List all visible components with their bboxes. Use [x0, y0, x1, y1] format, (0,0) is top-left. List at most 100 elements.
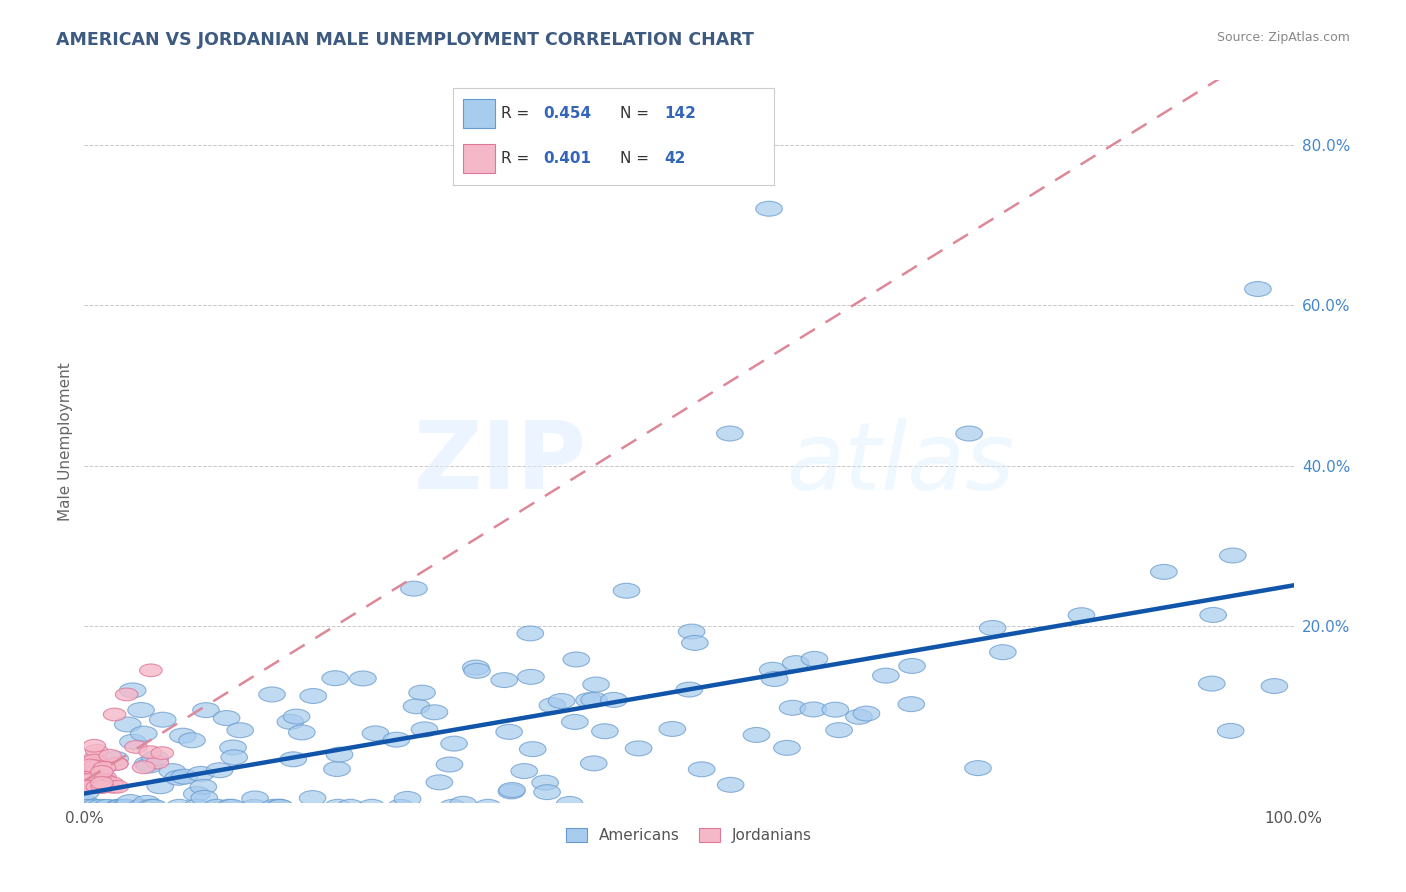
Ellipse shape	[165, 771, 191, 785]
Ellipse shape	[659, 722, 686, 737]
Ellipse shape	[1244, 282, 1271, 296]
Ellipse shape	[120, 734, 146, 749]
Ellipse shape	[240, 799, 267, 814]
Ellipse shape	[187, 766, 214, 781]
Ellipse shape	[517, 669, 544, 684]
Ellipse shape	[149, 712, 176, 727]
Ellipse shape	[779, 700, 806, 715]
Ellipse shape	[898, 697, 925, 712]
Ellipse shape	[510, 764, 537, 779]
Ellipse shape	[184, 799, 209, 814]
Ellipse shape	[84, 760, 107, 772]
Ellipse shape	[79, 759, 101, 772]
Ellipse shape	[146, 779, 173, 794]
Ellipse shape	[128, 799, 155, 814]
Ellipse shape	[394, 791, 420, 806]
Ellipse shape	[193, 703, 219, 717]
Ellipse shape	[548, 694, 575, 708]
Ellipse shape	[534, 785, 561, 799]
Ellipse shape	[519, 741, 546, 756]
Ellipse shape	[267, 799, 294, 814]
Ellipse shape	[105, 780, 128, 793]
Ellipse shape	[853, 706, 880, 721]
Ellipse shape	[136, 758, 163, 773]
Ellipse shape	[436, 757, 463, 772]
Ellipse shape	[76, 780, 100, 793]
Ellipse shape	[717, 426, 744, 441]
Ellipse shape	[581, 756, 607, 771]
Ellipse shape	[112, 799, 139, 814]
Ellipse shape	[135, 756, 160, 772]
Ellipse shape	[440, 736, 467, 751]
Ellipse shape	[411, 722, 437, 737]
Ellipse shape	[89, 780, 111, 793]
Ellipse shape	[561, 714, 588, 730]
Ellipse shape	[72, 785, 98, 800]
Ellipse shape	[288, 725, 315, 739]
Ellipse shape	[226, 723, 253, 738]
Ellipse shape	[179, 733, 205, 747]
Ellipse shape	[491, 673, 517, 688]
Ellipse shape	[86, 780, 108, 793]
Ellipse shape	[183, 787, 209, 801]
Ellipse shape	[207, 763, 233, 778]
Ellipse shape	[475, 799, 502, 814]
Ellipse shape	[91, 780, 114, 793]
Ellipse shape	[215, 799, 242, 814]
Ellipse shape	[450, 797, 477, 811]
Ellipse shape	[94, 774, 117, 787]
Ellipse shape	[845, 709, 872, 724]
Ellipse shape	[626, 741, 652, 756]
Text: ZIP: ZIP	[413, 417, 586, 509]
Ellipse shape	[79, 773, 103, 786]
Ellipse shape	[259, 687, 285, 702]
Text: atlas: atlas	[786, 417, 1014, 508]
Ellipse shape	[1150, 565, 1177, 580]
Ellipse shape	[557, 797, 583, 812]
Ellipse shape	[800, 702, 827, 717]
Ellipse shape	[517, 626, 544, 640]
Ellipse shape	[744, 728, 769, 742]
Ellipse shape	[82, 799, 108, 814]
Ellipse shape	[146, 756, 169, 769]
Ellipse shape	[1219, 548, 1246, 563]
Ellipse shape	[159, 764, 186, 779]
Ellipse shape	[86, 745, 108, 757]
Ellipse shape	[142, 751, 169, 766]
Ellipse shape	[823, 702, 849, 717]
Ellipse shape	[1198, 676, 1225, 691]
Ellipse shape	[761, 672, 787, 687]
Ellipse shape	[80, 768, 103, 780]
Ellipse shape	[676, 682, 703, 697]
Ellipse shape	[79, 780, 101, 793]
Ellipse shape	[613, 583, 640, 599]
Ellipse shape	[190, 780, 217, 794]
Ellipse shape	[219, 740, 246, 755]
Ellipse shape	[326, 747, 353, 762]
Ellipse shape	[125, 740, 148, 754]
Ellipse shape	[280, 752, 307, 767]
Ellipse shape	[101, 780, 124, 793]
Ellipse shape	[283, 709, 309, 724]
Ellipse shape	[582, 677, 609, 692]
Ellipse shape	[117, 795, 143, 809]
Ellipse shape	[76, 780, 98, 793]
Ellipse shape	[150, 747, 173, 759]
Ellipse shape	[965, 761, 991, 775]
Text: AMERICAN VS JORDANIAN MALE UNEMPLOYMENT CORRELATION CHART: AMERICAN VS JORDANIAN MALE UNEMPLOYMENT …	[56, 31, 754, 49]
Ellipse shape	[592, 723, 619, 739]
Ellipse shape	[134, 796, 160, 810]
Ellipse shape	[990, 645, 1017, 660]
Ellipse shape	[101, 777, 124, 789]
Ellipse shape	[873, 668, 900, 683]
Ellipse shape	[773, 740, 800, 756]
Ellipse shape	[363, 726, 389, 741]
Ellipse shape	[103, 708, 127, 721]
Ellipse shape	[105, 799, 132, 814]
Ellipse shape	[277, 714, 304, 730]
Ellipse shape	[83, 755, 105, 767]
Ellipse shape	[600, 692, 627, 707]
Ellipse shape	[1199, 607, 1226, 623]
Ellipse shape	[337, 799, 364, 814]
Ellipse shape	[388, 799, 415, 814]
